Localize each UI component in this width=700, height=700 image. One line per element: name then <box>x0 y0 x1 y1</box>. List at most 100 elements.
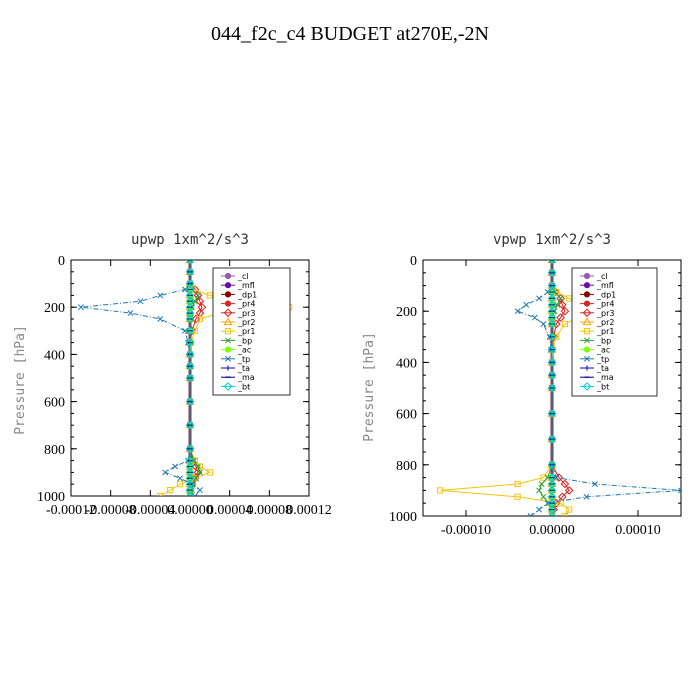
y-tick-label: 1000 <box>389 510 417 525</box>
data-point-bp <box>554 301 561 308</box>
data-point-pr3 <box>556 294 565 303</box>
data-point-pr3 <box>558 300 567 310</box>
data-point-bp <box>196 469 203 476</box>
data-point-bt <box>185 267 195 277</box>
legend-marker <box>583 346 591 353</box>
data-point-tp <box>540 321 547 327</box>
legend-label: _ma <box>237 373 255 382</box>
data-point-tp <box>137 298 144 305</box>
data-point-tp <box>127 310 134 317</box>
y-tick-label: 400 <box>44 348 65 363</box>
x-tick-label: -0.00010 <box>441 523 491 538</box>
data-point-bt <box>185 291 195 300</box>
data-point-tp <box>514 308 521 315</box>
legend-label: _pr4 <box>237 300 255 309</box>
legend-label: _bp <box>596 336 611 345</box>
data-point-pr1 <box>176 481 184 488</box>
data-point-bt <box>185 296 195 306</box>
legend-marker <box>225 337 231 344</box>
data-point-tp <box>182 286 188 293</box>
legend-marker <box>582 317 592 326</box>
legend-marker <box>223 382 233 391</box>
data-point-bt <box>547 345 557 354</box>
data-point-bp <box>192 298 198 305</box>
legend-marker <box>584 355 590 362</box>
data-point-tp <box>536 295 543 302</box>
y-tick-label: 1000 <box>37 490 65 505</box>
legend-label: _ma <box>596 373 614 382</box>
legend-marker <box>583 272 591 280</box>
data-point-bt <box>185 397 195 406</box>
chart-upwp: upwp 1xm^2/s^3 Pressure [hPa] 0 200 400 600… <box>13 232 332 518</box>
data-point-bt <box>547 486 557 495</box>
legend-label: _bp <box>237 336 252 345</box>
data-point-pr1 <box>206 469 213 476</box>
data-point-tp <box>527 513 534 516</box>
data-point-pr3 <box>554 473 564 482</box>
legend-marker <box>584 337 590 344</box>
data-point-pr3 <box>564 486 574 495</box>
data-point-pr1 <box>561 512 568 516</box>
data-point-bt <box>185 285 195 294</box>
legend-label: _mfl <box>596 281 614 290</box>
data-point-bt <box>185 326 195 336</box>
legend-label: _ta <box>596 364 609 373</box>
x-tick-label: -0.00012 <box>46 503 96 518</box>
data-point-bt <box>547 473 557 482</box>
legend-marker <box>224 328 232 335</box>
data-point-bt <box>185 479 195 489</box>
data-point-tp <box>196 487 203 494</box>
data-point-tp <box>162 469 169 476</box>
data-point-bt <box>547 505 557 514</box>
series-group <box>77 260 293 496</box>
data-point-bp <box>194 292 201 299</box>
data-point-tp <box>172 463 179 470</box>
legend-label: _pr1 <box>237 327 255 336</box>
data-point-bt <box>185 468 195 477</box>
data-point-bt <box>185 279 195 288</box>
data-point-bt <box>547 370 557 380</box>
data-point-pr3 <box>560 306 570 316</box>
data-point-tp <box>678 487 681 494</box>
legend-label: _ac <box>596 346 610 355</box>
chart-title-vpwp: vpwp 1xm^2/s^3 <box>493 232 611 248</box>
y-tick-label: 600 <box>396 408 417 423</box>
legend-marker <box>224 300 232 307</box>
data-point-bt <box>547 358 557 367</box>
plot-area-vpwp: 0 200 400 600 800 1000 -0.00010 0.00000 0.00010 _… <box>389 254 682 538</box>
data-point-bp <box>194 463 201 470</box>
legend-label: _pr2 <box>237 318 255 327</box>
x-tick-label: 0.00010 <box>615 523 661 538</box>
legend-marker <box>583 291 591 298</box>
plot-area-upwp: 0 200 400 600 800 1000-0.00012-0.00008-0.0000… <box>37 254 332 518</box>
data-point-bt <box>185 302 195 312</box>
legend-label: _bt <box>596 382 609 391</box>
legend-label: _dp1 <box>596 290 616 299</box>
legend-marker <box>224 272 232 280</box>
x-tick-label: -0.00004 <box>125 503 175 518</box>
legend-marker <box>583 282 591 289</box>
data-point-bt <box>547 306 557 316</box>
data-point-bt <box>185 338 195 347</box>
data-point-bt <box>547 294 557 303</box>
data-point-pr1 <box>157 492 164 496</box>
y-tick-label: 400 <box>396 356 417 371</box>
x-tick-label: 0.00000 <box>529 523 575 538</box>
series-group <box>437 260 681 516</box>
data-point-bt <box>547 287 557 297</box>
legend-marker <box>582 308 592 318</box>
data-point-bt <box>547 383 557 393</box>
data-point-bt <box>547 434 557 444</box>
data-point-bp <box>557 295 564 302</box>
data-point-bt <box>185 462 195 471</box>
data-point-bt <box>547 492 557 502</box>
data-point-bt <box>185 260 195 265</box>
y-tick-label: 600 <box>44 396 65 411</box>
data-point-bt <box>547 300 557 310</box>
y-axis-label-vpwp: Pressure [hPa] <box>362 332 377 442</box>
y-tick-label: 0 <box>58 254 65 269</box>
legend-marker <box>225 355 231 362</box>
data-point-bt <box>185 361 195 371</box>
legend-label: _cl <box>237 272 249 281</box>
legend-label: _pr3 <box>237 309 255 318</box>
